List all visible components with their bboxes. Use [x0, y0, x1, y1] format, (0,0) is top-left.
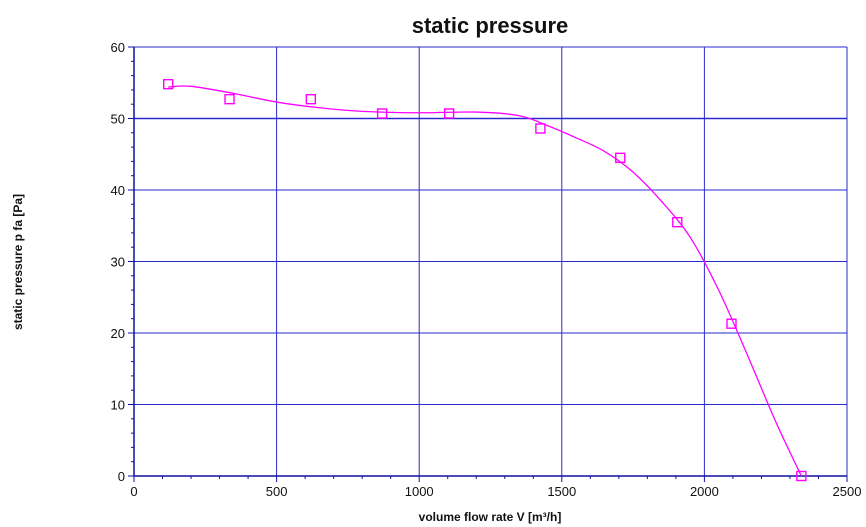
y-tick-label: 50: [111, 112, 125, 127]
measurement-point: [224, 93, 235, 105]
measurement-point: [615, 152, 626, 164]
measurement-point: [535, 123, 546, 134]
measurement-point: [672, 216, 683, 228]
y-tick-label: 10: [111, 398, 125, 413]
y-tick-label: 0: [118, 469, 125, 484]
x-tick-label: 500: [266, 484, 288, 499]
x-tick-label: 1000: [405, 484, 434, 499]
measurement-point: [163, 78, 174, 90]
grid-layer: [134, 46, 848, 476]
y-tick-label: 20: [111, 326, 125, 341]
x-tick-label: 2000: [690, 484, 719, 499]
y-tick-label: 60: [111, 40, 125, 55]
tick-label-layer: 0 500 1000 1500 2000 2500 0 10 20 30 40 50 60: [111, 40, 862, 499]
y-axis-label: static pressure p fa [Pa]: [11, 194, 25, 330]
fan-curve: [168, 85, 802, 477]
axis-layer: [128, 46, 848, 482]
y-tick-label: 40: [111, 183, 125, 198]
measurement-point: [376, 108, 388, 119]
chart-title: static pressure: [412, 13, 569, 38]
measurement-point: [796, 470, 807, 482]
measurement-point: [443, 108, 455, 119]
series-layer: [163, 78, 807, 482]
x-tick-label: 1500: [547, 484, 576, 499]
x-tick-label: 2500: [833, 484, 862, 499]
x-axis-label: volume flow rate V [m³/h]: [419, 510, 562, 524]
x-tick-label: 0: [130, 484, 137, 499]
y-tick-label: 30: [111, 255, 125, 270]
measurement-point: [305, 93, 317, 105]
